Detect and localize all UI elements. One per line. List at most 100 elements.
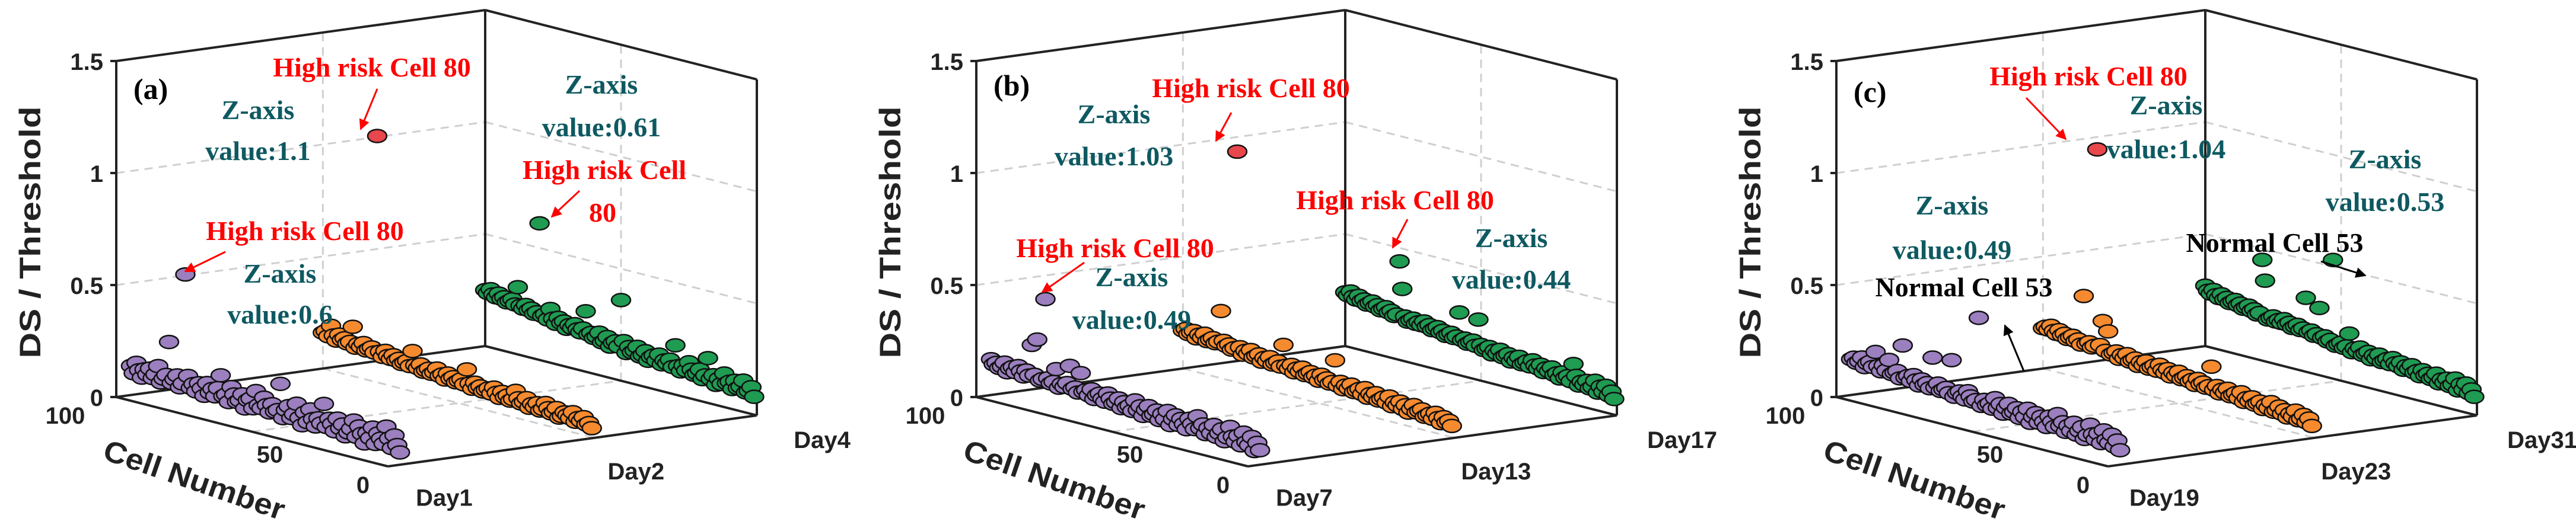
cell-tick-label: 0: [2077, 472, 2090, 498]
z-axis-title: DS / Threshold: [1734, 107, 1767, 359]
z-tick-label: 0.5: [1790, 273, 1823, 299]
z-tick-label: 0: [950, 385, 963, 411]
annotation-text: value:0.53: [2326, 187, 2445, 217]
cell-tick-label: 50: [1977, 442, 2004, 468]
gridline: [1836, 233, 2206, 286]
annotation-arrow: [2025, 97, 2067, 140]
chart-panel: 0 0.5 1 1.5 100 50 0 Day7 Day13 Day17 DS / Thresho…: [874, 9, 1717, 526]
data-point: [2295, 290, 2316, 305]
cell-tick-label: 100: [1766, 403, 1806, 429]
z-tick-label: 0.5: [70, 273, 103, 299]
series-green: [475, 216, 765, 404]
box-edge: [976, 345, 1346, 398]
data-point: [1027, 332, 1047, 347]
gridline: [2205, 233, 2478, 305]
data-point: [1389, 254, 1410, 269]
gridline: [322, 367, 595, 439]
gridline: [485, 121, 757, 193]
data-point: [175, 267, 196, 282]
cell-axis: [976, 396, 1249, 468]
annotation-arrow: [359, 88, 378, 130]
series-orange: [2033, 142, 2322, 434]
data-point: [390, 445, 410, 460]
data-point: [1968, 311, 1989, 325]
data-point: [1563, 356, 1584, 372]
annotation-text: High risk Cell 80: [1016, 233, 1214, 263]
cell-tick-label: 0: [356, 472, 370, 498]
annotation-text: value:1.1: [205, 136, 311, 166]
z-axis-title: DS / Threshold: [874, 107, 907, 359]
z-axis-title: DS / Threshold: [14, 107, 47, 359]
annotation-text: High risk Cell 80: [273, 52, 471, 82]
day-tick-label: Day2: [608, 459, 665, 485]
data-point: [2255, 273, 2276, 288]
cell-axis: [116, 396, 389, 468]
annotation-text: Normal Cell 53: [2186, 228, 2364, 258]
annotation-text: Z-axis: [244, 258, 317, 289]
annotation-text: Z-axis: [1078, 99, 1151, 129]
data-point: [1892, 338, 1913, 353]
gridline: [1345, 121, 1617, 193]
day-axis: [387, 414, 757, 468]
data-point: [2464, 389, 2485, 404]
series-orange: [313, 129, 602, 436]
z-tick-label: 1.5: [1790, 49, 1823, 75]
data-point: [507, 280, 528, 295]
gridline: [976, 233, 1346, 286]
annotation-text: High risk Cell 80: [1296, 185, 1494, 215]
day-tick-label: Day7: [1276, 485, 1333, 511]
data-point: [1324, 353, 1346, 368]
box-edge: [976, 9, 1346, 62]
day-tick-label: Day23: [2321, 459, 2391, 485]
data-point: [1392, 281, 1413, 296]
highlight-point: [367, 129, 388, 143]
z-tick-label: 1: [90, 161, 103, 187]
gridline: [976, 121, 1346, 174]
annotation-arrow: [1215, 112, 1233, 142]
annotation-text: 80: [589, 197, 616, 228]
annotation-text: High risk Cell: [523, 155, 686, 185]
data-point: [1250, 443, 1271, 457]
annotation-text: Z-axis: [2349, 144, 2422, 174]
data-point: [698, 351, 718, 366]
cell-tick-label: 100: [906, 403, 945, 429]
z-tick-label: 1: [950, 161, 963, 187]
annotation-arrow: [2320, 260, 2367, 278]
annotation-text: Z-axis: [2130, 90, 2203, 120]
data-point: [2073, 289, 2094, 303]
gridline: [485, 233, 757, 305]
highlight-point: [2087, 142, 2108, 157]
cell-tick-label: 50: [257, 442, 284, 468]
box-edge: [2205, 9, 2478, 81]
data-point: [158, 334, 180, 350]
z-tick-label: 0: [90, 385, 103, 411]
series-purple: [980, 292, 1271, 459]
cell-tick-label: 100: [46, 403, 85, 429]
z-tick-label: 1.5: [70, 49, 103, 75]
data-point: [665, 338, 686, 353]
annotation-text: Normal Cell 53: [1876, 272, 2053, 302]
annotation-text: Z-axis: [1096, 262, 1168, 292]
series-purple: [1841, 311, 2131, 457]
annotation-arrow: [184, 251, 226, 273]
annotation-text: High risk Cell 80: [1152, 73, 1350, 103]
annotation-text: Z-axis: [1916, 190, 1989, 220]
data-point: [2301, 418, 2322, 434]
z-tick-label: 1: [1810, 161, 1823, 187]
highlight-point: [1227, 144, 1248, 159]
annotation-text: High risk Cell 80: [206, 216, 404, 246]
box-edge: [485, 345, 757, 417]
data-point: [2339, 326, 2360, 341]
data-point: [270, 376, 291, 391]
annotation-text: value:0.6: [227, 299, 333, 329]
cell-tick-label: 50: [1117, 442, 1144, 468]
data-point: [575, 303, 596, 319]
day-tick-label: Day31: [2507, 427, 2576, 453]
data-point: [210, 368, 231, 383]
day-axis: [1247, 414, 1617, 468]
gridline: [2205, 121, 2478, 193]
annotation-arrow: [2003, 324, 2025, 372]
annotation-text: High risk Cell 80: [1989, 61, 2187, 91]
annotation-text: value:0.61: [542, 112, 661, 142]
